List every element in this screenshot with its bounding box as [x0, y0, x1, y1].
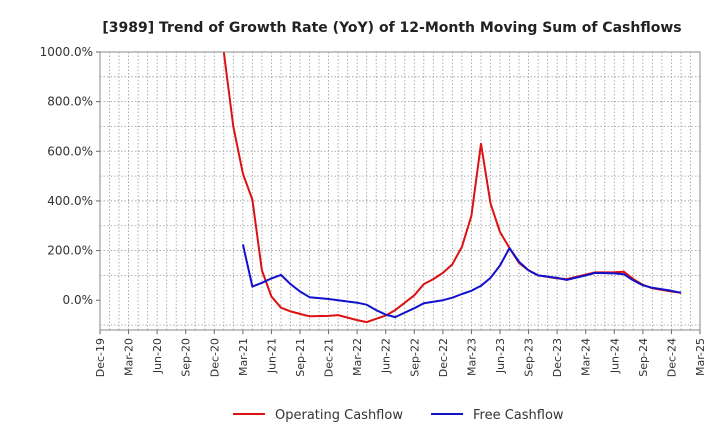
x-tick-label: Sep-20 — [180, 338, 193, 377]
plot-frame — [99, 51, 701, 331]
legend: Operating Cashflow Free Cashflow — [233, 408, 564, 423]
grid — [100, 52, 700, 330]
x-tick-label: Dec-20 — [208, 338, 221, 377]
x-tick-label: Dec-21 — [323, 338, 336, 377]
y-tick-label: 800.0% — [47, 95, 93, 109]
y-tick-label: 400.0% — [47, 194, 93, 208]
y-tick-label: 200.0% — [47, 244, 93, 258]
x-axis-ticks: Dec-19 Mar-20 Jun-20 Sep-20 Dec-20 Mar-21 Jun-… — [94, 330, 707, 377]
x-tick-label: Mar-24 — [580, 338, 593, 376]
x-tick-label: Mar-20 — [123, 338, 136, 376]
x-tick-label: Sep-21 — [294, 338, 307, 377]
y-axis-ticks: 1000.0% 800.0% 600.0% 400.0% 200.0% 0.0% — [40, 45, 100, 307]
x-tick-label: Jun-23 — [494, 338, 507, 374]
legend-label-2: Free Cashflow — [473, 408, 564, 423]
x-tick-label: Dec-23 — [551, 338, 564, 377]
y-tick-label: 0.0% — [63, 293, 94, 307]
x-tick-label: Dec-24 — [665, 338, 678, 377]
x-tick-label: Sep-23 — [523, 338, 536, 377]
x-tick-label: Sep-24 — [637, 338, 650, 377]
x-tick-label: Mar-21 — [237, 338, 250, 376]
x-tick-label: Jun-21 — [265, 338, 278, 374]
x-tick-label: Mar-25 — [694, 338, 707, 376]
x-tick-label: Jun-20 — [151, 338, 164, 374]
x-tick-label: Jun-24 — [608, 338, 621, 374]
y-tick-label: 600.0% — [47, 144, 93, 158]
series-lines — [222, 51, 682, 324]
chart-title: [3989] Trend of Growth Rate (YoY) of 12-… — [102, 20, 681, 36]
legend-label-1: Operating Cashflow — [275, 408, 403, 423]
x-tick-label: Sep-22 — [408, 338, 421, 377]
x-tick-label: Mar-23 — [465, 338, 478, 376]
x-tick-label: Dec-22 — [437, 338, 450, 377]
x-tick-label: Dec-19 — [94, 338, 107, 377]
series-line-1 — [222, 51, 682, 324]
x-tick-label: Mar-22 — [351, 338, 364, 376]
x-tick-label: Jun-22 — [380, 338, 393, 374]
y-tick-label: 1000.0% — [40, 45, 93, 59]
series-line-2 — [241, 244, 682, 319]
